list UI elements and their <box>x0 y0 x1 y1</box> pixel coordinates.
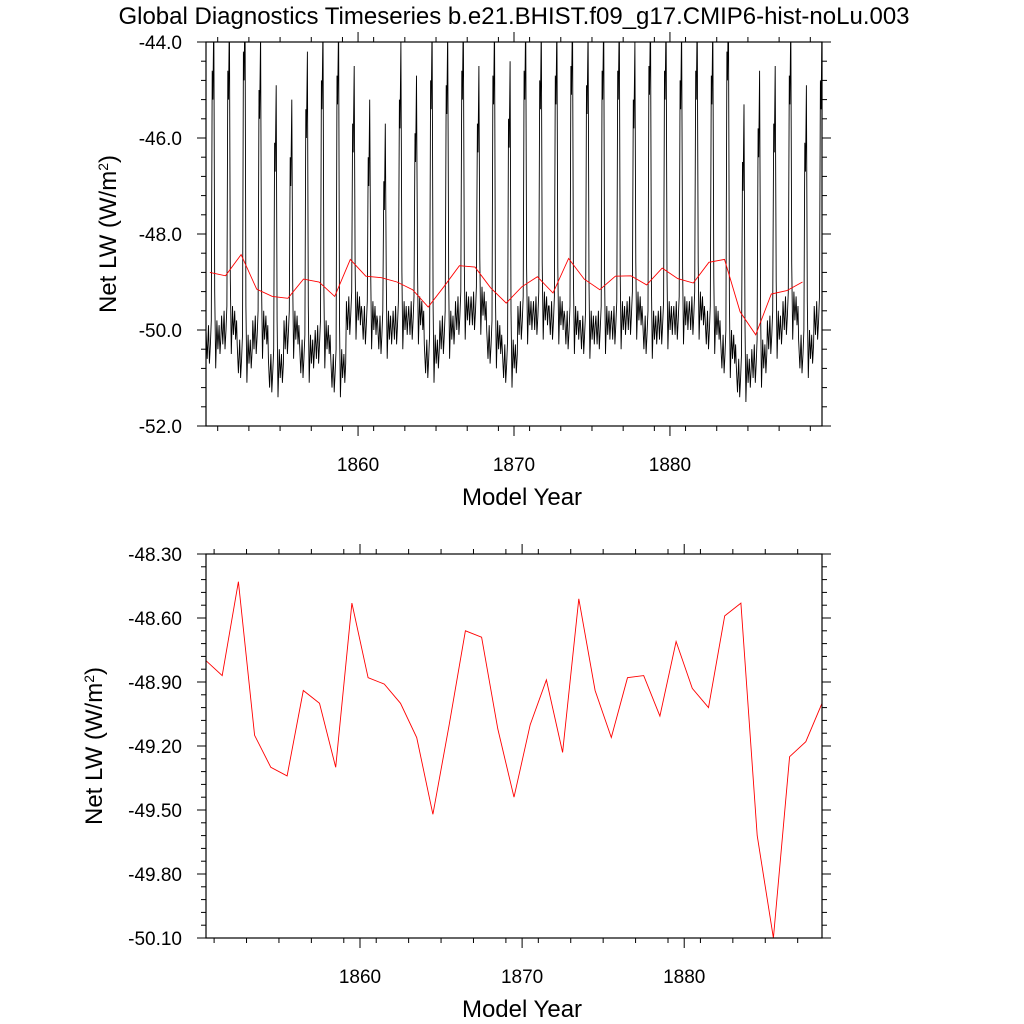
bottom-panel: -50.10 -49.80 -49.50 -49.20 -48.90 -48.60 -48.… <box>81 544 831 1023</box>
y-tick-label: -49.50 <box>128 801 182 822</box>
x-tick-label: 1870 <box>493 455 535 476</box>
figure-title: Global Diagnostics Timeseries b.e21.BHIS… <box>118 3 909 30</box>
x-tick-label: 1870 <box>501 967 543 988</box>
y-tick-label: -48.90 <box>128 673 182 694</box>
y-tick-label: -48.60 <box>128 609 182 630</box>
series-line-0 <box>206 42 822 403</box>
y-axis-title: Net LW (W/m2) <box>95 155 122 313</box>
y-tick-label: -48.0 <box>139 225 182 246</box>
top-panel: -52.0 -50.0 -48.0 -46.0 -44.0 1860 1870 1880 Mod… <box>95 32 831 511</box>
x-axis-title: Model Year <box>462 484 582 511</box>
y-tick-label: -49.80 <box>128 865 182 886</box>
series-line-1 <box>209 253 803 336</box>
x-axis-title: Model Year <box>462 996 582 1023</box>
x-tick-label: 1860 <box>339 967 381 988</box>
y-tick-label: -50.10 <box>128 929 182 950</box>
x-tick-label: 1880 <box>649 455 691 476</box>
y-axis-title: Net LW (W/m2) <box>81 667 108 825</box>
series-line-0 <box>206 581 822 938</box>
x-tick-label: 1880 <box>663 967 705 988</box>
y-tick-label: -48.30 <box>128 545 182 566</box>
y-tick-label: -49.20 <box>128 737 182 758</box>
y-tick-label: -46.0 <box>139 129 182 150</box>
y-tick-label: -50.0 <box>139 321 182 342</box>
y-tick-label: -44.0 <box>139 33 182 54</box>
x-tick-label: 1860 <box>337 455 379 476</box>
y-tick-label: -52.0 <box>139 417 182 438</box>
